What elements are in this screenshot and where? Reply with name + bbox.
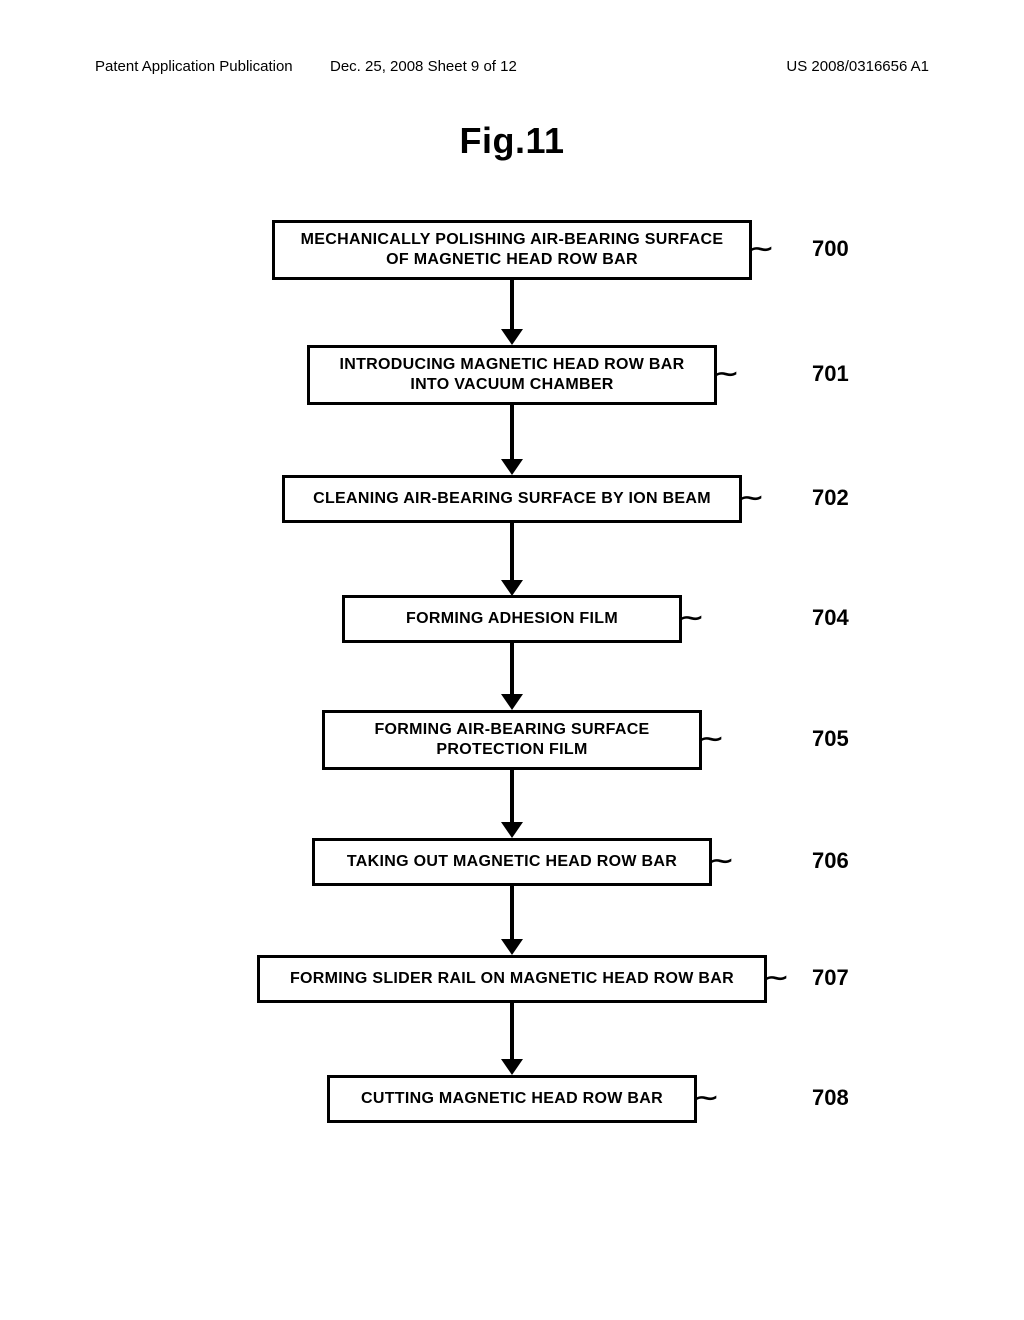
flow-step-705: FORMING AIR-BEARING SURFACEPROTECTION FI… bbox=[322, 710, 702, 770]
ref-connector-icon: ⁓ bbox=[740, 485, 762, 511]
ref-connector-icon: ⁓ bbox=[710, 848, 732, 874]
flow-box: INTRODUCING MAGNETIC HEAD ROW BARINTO VA… bbox=[307, 345, 717, 405]
ref-connector-icon: ⁓ bbox=[750, 236, 772, 262]
flow-arrow bbox=[501, 643, 523, 710]
arrowhead-icon bbox=[501, 939, 523, 955]
flow-step-701: INTRODUCING MAGNETIC HEAD ROW BARINTO VA… bbox=[307, 345, 717, 405]
ref-number: 707 bbox=[812, 965, 849, 991]
ref-number: 706 bbox=[812, 848, 849, 874]
figure-title: Fig.11 bbox=[0, 120, 1024, 162]
arrowhead-icon bbox=[501, 580, 523, 596]
flow-arrow bbox=[501, 280, 523, 345]
flow-box: MECHANICALLY POLISHING AIR-BEARING SURFA… bbox=[272, 220, 752, 280]
flow-arrow bbox=[501, 1003, 523, 1075]
flow-box: TAKING OUT MAGNETIC HEAD ROW BAR bbox=[312, 838, 712, 886]
ref-connector-icon: ⁓ bbox=[680, 605, 702, 631]
flow-arrow bbox=[501, 770, 523, 838]
arrowhead-icon bbox=[501, 329, 523, 345]
arrowhead-icon bbox=[501, 822, 523, 838]
flow-box: FORMING SLIDER RAIL ON MAGNETIC HEAD ROW… bbox=[257, 955, 767, 1003]
flow-arrow bbox=[501, 523, 523, 596]
ref-connector-icon: ⁓ bbox=[695, 1085, 717, 1111]
header-right: US 2008/0316656 A1 bbox=[786, 58, 929, 75]
flow-box: CLEANING AIR-BEARING SURFACE BY ION BEAM bbox=[282, 475, 742, 523]
arrowhead-icon bbox=[501, 459, 523, 475]
flow-step-704: FORMING ADHESION FILM bbox=[342, 595, 682, 643]
flow-step-707: FORMING SLIDER RAIL ON MAGNETIC HEAD ROW… bbox=[257, 955, 767, 1003]
flow-box: FORMING ADHESION FILM bbox=[342, 595, 682, 643]
flow-step-708: CUTTING MAGNETIC HEAD ROW BAR bbox=[327, 1075, 697, 1123]
ref-number: 701 bbox=[812, 361, 849, 387]
flow-box: FORMING AIR-BEARING SURFACEPROTECTION FI… bbox=[322, 710, 702, 770]
ref-connector-icon: ⁓ bbox=[700, 726, 722, 752]
arrowhead-icon bbox=[501, 694, 523, 710]
ref-number: 700 bbox=[812, 236, 849, 262]
ref-number: 708 bbox=[812, 1085, 849, 1111]
flow-box: CUTTING MAGNETIC HEAD ROW BAR bbox=[327, 1075, 697, 1123]
ref-number: 704 bbox=[812, 605, 849, 631]
ref-number: 705 bbox=[812, 726, 849, 752]
ref-connector-icon: ⁓ bbox=[765, 965, 787, 991]
header-left: Patent Application Publication bbox=[95, 58, 293, 75]
header-center: Dec. 25, 2008 Sheet 9 of 12 bbox=[330, 58, 517, 75]
arrowhead-icon bbox=[501, 1059, 523, 1075]
flow-step-702: CLEANING AIR-BEARING SURFACE BY ION BEAM bbox=[282, 475, 742, 523]
flow-arrow bbox=[501, 886, 523, 955]
ref-connector-icon: ⁓ bbox=[715, 361, 737, 387]
flow-arrow bbox=[501, 405, 523, 475]
flow-step-700: MECHANICALLY POLISHING AIR-BEARING SURFA… bbox=[272, 220, 752, 280]
ref-number: 702 bbox=[812, 485, 849, 511]
flow-step-706: TAKING OUT MAGNETIC HEAD ROW BAR bbox=[312, 838, 712, 886]
